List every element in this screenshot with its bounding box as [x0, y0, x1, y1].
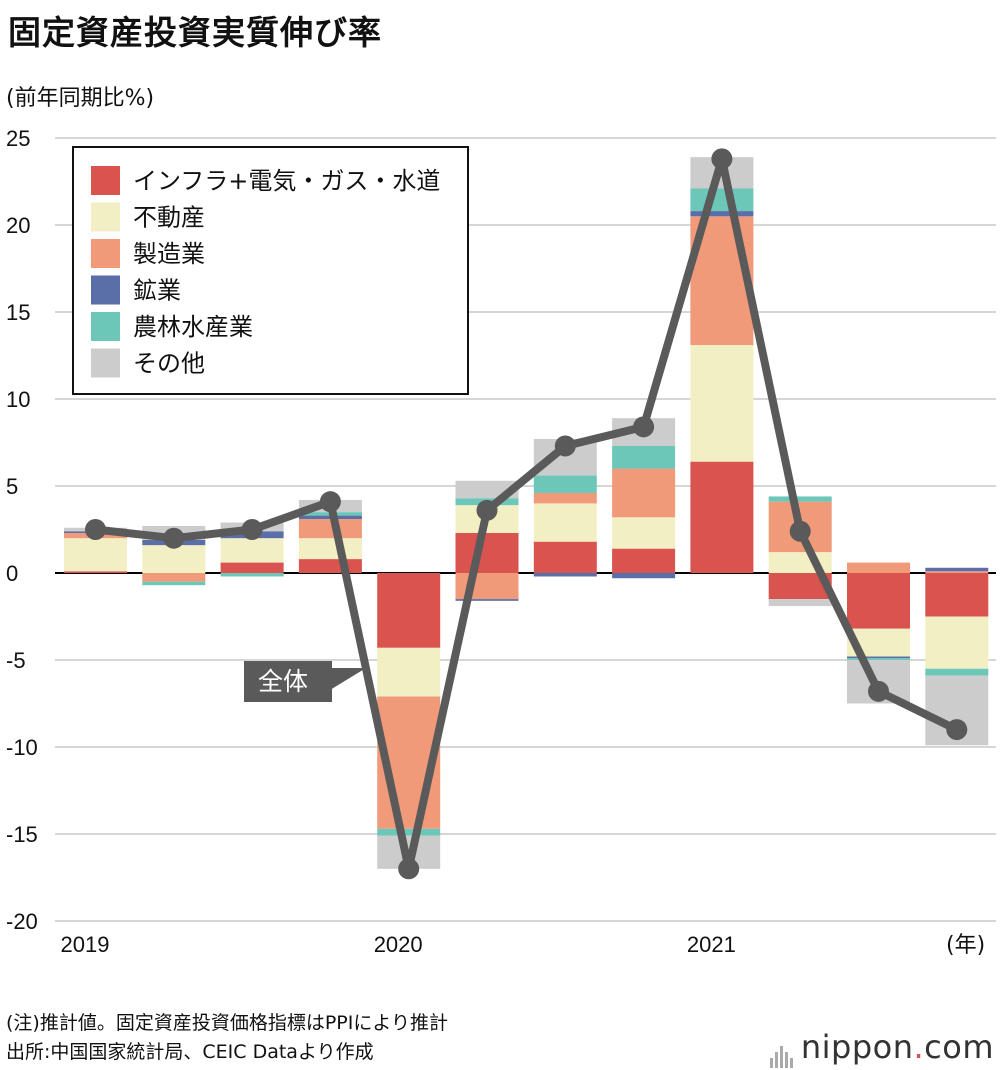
chart-note: (注)推計値。固定資産投資価格指標はPPIにより推計 — [6, 1012, 448, 1034]
bar-segment — [612, 445, 676, 469]
y-tick-label: 25 — [6, 126, 30, 151]
y-tick-label: 15 — [6, 300, 30, 325]
legend-label: 製造業 — [133, 240, 205, 268]
total-point — [789, 520, 811, 542]
chart-source: 出所:中国国家統計局、CEIC Dataより作成 — [6, 1041, 374, 1063]
y-tick-label: -15 — [6, 822, 38, 847]
total-point — [711, 148, 733, 170]
brand-bars-icon — [769, 1030, 795, 1068]
grid-lines — [55, 137, 996, 922]
total-point — [163, 527, 185, 549]
total-point — [476, 499, 498, 521]
bar-segment — [690, 461, 754, 573]
chart-title: 固定資産投資実質伸び率 — [8, 13, 382, 52]
y-axis-unit: (前年同期比%) — [6, 86, 155, 111]
total-point — [398, 858, 420, 880]
legend-swatch — [91, 312, 120, 341]
y-tick-label: -5 — [6, 648, 26, 673]
y-tick-label: -10 — [6, 735, 38, 760]
bar-segment — [298, 559, 362, 573]
bar-segment — [847, 562, 910, 573]
bar-segment — [612, 548, 676, 573]
legend-box — [72, 146, 469, 395]
legend-label: 鉱業 — [133, 277, 181, 305]
bar-segment — [455, 599, 519, 601]
legend-label: その他 — [133, 350, 205, 378]
total-point — [241, 519, 263, 540]
callout-box — [244, 661, 332, 702]
bar-segment — [142, 545, 206, 573]
bar-segment — [925, 668, 989, 676]
bar-segment — [533, 475, 597, 493]
bar-segment — [533, 573, 597, 577]
total-point — [946, 719, 968, 741]
y-tick-labels: 25 20 15 10 5 0 -5 -10 -15 -20 — [6, 126, 38, 934]
bar-segment — [768, 599, 832, 607]
total-point — [868, 680, 889, 702]
callout-label: 全体 — [258, 667, 308, 696]
x-tick-label: 2021 — [687, 932, 736, 957]
x-axis-unit: (年) — [946, 933, 985, 958]
total-callout: 全体 — [244, 661, 366, 702]
bar-segment — [847, 573, 910, 629]
y-tick-label: -20 — [6, 909, 38, 934]
bar-segment — [925, 571, 989, 573]
bar-segment — [690, 188, 754, 212]
total-point — [85, 519, 106, 540]
bar-segment — [220, 538, 284, 563]
bar-segment — [377, 828, 441, 836]
bar-segment — [925, 616, 989, 669]
y-tick-label: 0 — [6, 561, 18, 586]
legend-label: 農林水産業 — [133, 313, 253, 341]
legend-swatch — [91, 348, 120, 378]
bar-segment — [925, 573, 989, 617]
stacked-bars — [64, 157, 989, 869]
bar-segment — [533, 503, 597, 542]
bar-segment — [847, 656, 910, 659]
callout-pointer — [330, 668, 366, 690]
bar-segment — [612, 573, 676, 579]
bar-segment — [298, 538, 362, 560]
bar-segment — [455, 532, 519, 573]
bar-segment — [377, 573, 441, 648]
bar-segment — [690, 211, 754, 217]
total-point — [554, 435, 576, 457]
legend-swatch — [91, 202, 120, 232]
bar-segment — [64, 571, 127, 573]
bar-segment — [220, 573, 284, 577]
bar-segment — [768, 496, 832, 502]
bar-segment — [142, 573, 206, 582]
bar-segment — [377, 647, 441, 697]
bar-segment — [690, 345, 754, 462]
legend-swatch — [91, 239, 120, 268]
bar-segment — [533, 541, 597, 573]
legend-label: 不動産 — [133, 204, 205, 232]
total-line — [85, 148, 968, 880]
bar-segment — [64, 538, 127, 572]
y-tick-label: 10 — [6, 387, 30, 412]
brand-logo[interactable]: nippon.com — [769, 1028, 994, 1068]
legend-swatch — [91, 166, 120, 195]
chart-area: 25 20 15 10 5 0 -5 -10 -15 -20 2019 2020 2021 (年) イン… — [6, 126, 996, 958]
bar-segment — [533, 492, 597, 504]
legend-label: インフラ+電気・ガス・水道 — [133, 167, 440, 195]
bar-segment — [220, 562, 284, 573]
total-point — [633, 416, 655, 438]
y-tick-label: 5 — [6, 474, 18, 499]
bar-segment — [612, 517, 676, 549]
bar-segment — [142, 581, 206, 586]
bar-segment — [925, 567, 989, 572]
total-point — [319, 491, 341, 513]
x-tick-labels: 2019 2020 2021 (年) — [61, 932, 986, 958]
x-tick-label: 2020 — [374, 932, 423, 957]
bar-segment — [612, 468, 676, 518]
x-tick-label: 2019 — [61, 932, 110, 957]
y-tick-label: 20 — [6, 213, 30, 238]
legend-swatch — [91, 275, 120, 305]
bar-segment — [298, 519, 362, 539]
bar-segment — [847, 658, 910, 660]
total-series-line — [95, 154, 959, 873]
